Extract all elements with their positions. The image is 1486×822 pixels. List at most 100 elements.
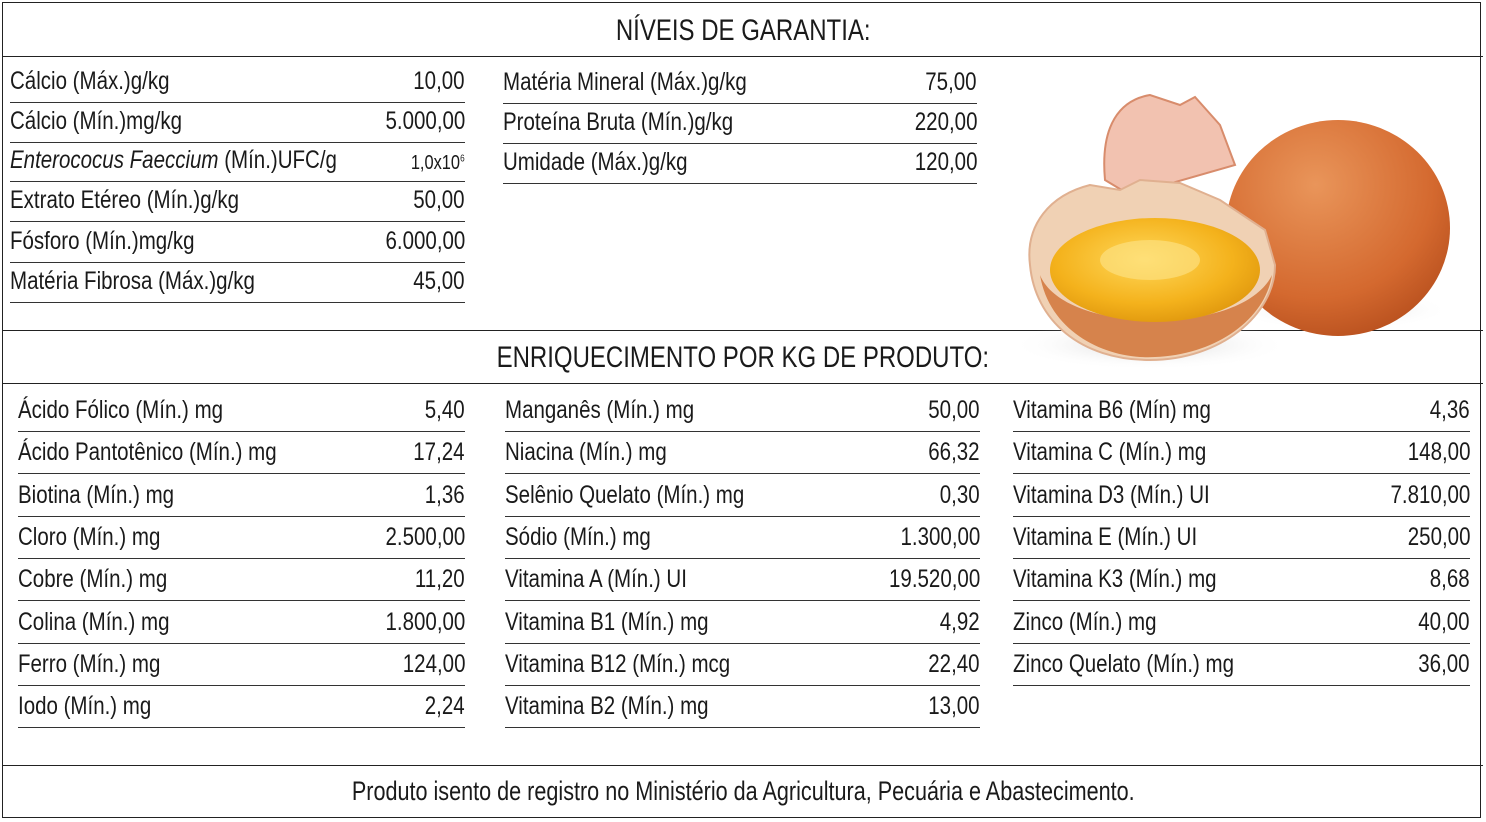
table-row: Vitamina E (Mín.) UI 250,00	[1013, 523, 1470, 559]
table-row: Ácido Fólico (Mín.) mg 5,40	[18, 396, 465, 432]
row-label: Cobre (Mín.) mg	[18, 565, 168, 594]
row-label: Vitamina A (Mín.) UI	[505, 565, 687, 594]
row-label: Vitamina B12 (Mín.) mcg	[505, 649, 731, 678]
table-row: Cloro (Mín.) mg 2.500,00	[18, 523, 465, 559]
table-row: Cálcio (Mín.)mg/kg 5.000,00	[10, 107, 465, 143]
divider	[2, 765, 1483, 766]
row-label: Cálcio (Mín.)mg/kg	[10, 107, 183, 135]
footer-note: Produto isento de registro no Ministério…	[0, 776, 1486, 807]
table-row: Vitamina B1 (Mín.) mg 4,92	[505, 608, 980, 644]
guarantee-title-text: NÍVEIS DE GARANTIA:	[615, 14, 871, 47]
row-value: 5.000,00	[385, 107, 465, 135]
row-value: 120,00	[914, 148, 977, 176]
row-label: Biotina (Mín.) mg	[18, 480, 175, 509]
table-row: Colina (Mín.) mg 1.800,00	[18, 608, 465, 644]
table-row: Iodo (Mín.) mg 2,24	[18, 692, 465, 729]
row-label: Vitamina B6 (Mín) mg	[1013, 396, 1211, 424]
row-label: Extrato Etéreo (Mín.)g/kg	[10, 186, 240, 214]
row-value: 17,24	[413, 438, 465, 467]
eggs-image	[1020, 93, 1450, 370]
table-row: Manganês (Mín.) mg 50,00	[505, 396, 980, 432]
row-label: Fósforo (Mín.)mg/kg	[10, 227, 195, 255]
row-label: Matéria Fibrosa (Máx.)g/kg	[10, 267, 255, 295]
table-row: Vitamina A (Mín.) UI 19.520,00	[505, 565, 980, 602]
row-label: Ferro (Mín.) mg	[18, 649, 161, 678]
row-value: 220,00	[914, 108, 977, 136]
row-value: 5,40	[425, 396, 465, 424]
row-label: Cloro (Mín.) mg	[18, 522, 161, 551]
divider	[2, 330, 1483, 331]
table-row: Umidade (Máx.)g/kg 120,00	[503, 148, 977, 184]
table-row: Ferro (Mín.) mg 124,00	[18, 650, 465, 686]
row-value: 1,0x106	[411, 152, 465, 175]
divider	[2, 56, 1483, 57]
row-label: Niacina (Mín.) mg	[505, 438, 667, 467]
table-row: Cobre (Mín.) mg 11,20	[18, 565, 465, 602]
table-row: Biotina (Mín.) mg 1,36	[18, 481, 465, 517]
row-value: 8,68	[1430, 565, 1470, 594]
row-label: Zinco (Mín.) mg	[1013, 607, 1157, 636]
row-label: Ácido Pantotênico (Mín.) mg	[18, 438, 277, 467]
row-value: 148,00	[1407, 438, 1470, 467]
row-label: Enterococus Faeccium (Mín.)UFC/g	[10, 146, 337, 175]
table-row: Matéria Mineral (Máx.)g/kg 75,00	[503, 68, 977, 104]
row-value: 1,36	[425, 480, 465, 509]
table-row: Selênio Quelato (Mín.) mg 0,30	[505, 481, 980, 517]
row-value: 11,20	[415, 565, 465, 594]
table-row: Matéria Fibrosa (Máx.)g/kg 45,00	[10, 267, 465, 303]
row-value: 1.300,00	[900, 522, 980, 551]
table-row: Vitamina C (Mín.) mg 148,00	[1013, 438, 1470, 475]
table-row: Proteína Bruta (Mín.)g/kg 220,00	[503, 108, 977, 144]
footer-text: Produto isento de registro no Ministério…	[351, 776, 1135, 806]
row-label: Umidade (Máx.)g/kg	[503, 148, 688, 176]
row-value: 36,00	[1418, 649, 1470, 678]
row-value: 2.500,00	[385, 522, 465, 551]
row-value: 13,00	[928, 692, 980, 721]
row-value: 50,00	[928, 396, 980, 424]
row-value: 45,00	[413, 267, 465, 295]
species-name: Enterococus Faeccium	[10, 146, 219, 174]
table-row: Cálcio (Máx.)g/kg 10,00	[10, 67, 465, 103]
row-value: 6.000,00	[385, 227, 465, 255]
row-label: Vitamina B2 (Mín.) mg	[505, 692, 709, 721]
row-label: Vitamina K3 (Mín.) mg	[1013, 565, 1217, 594]
row-value: 40,00	[1418, 607, 1470, 636]
row-value: 250,00	[1407, 522, 1470, 551]
value-exponent: 6	[460, 153, 465, 165]
enrichment-title-text: ENRIQUECIMENTO POR KG DE PRODUTO:	[496, 341, 990, 374]
row-label: Vitamina C (Mín.) mg	[1013, 438, 1207, 467]
table-row: Enterococus Faeccium (Mín.)UFC/g 1,0x106	[10, 146, 465, 182]
row-value: 4,36	[1430, 396, 1470, 424]
guarantee-title: NÍVEIS DE GARANTIA:	[0, 14, 1486, 48]
table-row: Zinco Quelato (Mín.) mg 36,00	[1013, 650, 1470, 686]
table-row: Niacina (Mín.) mg 66,32	[505, 438, 980, 475]
row-value: 2,24	[425, 692, 465, 721]
row-value: 10,00	[413, 67, 465, 95]
enrichment-title: ENRIQUECIMENTO POR KG DE PRODUTO:	[0, 341, 1486, 375]
row-value: 50,00	[413, 186, 465, 214]
value-base: 1,0x10	[411, 152, 461, 174]
table-row: Ácido Pantotênico (Mín.) mg 17,24	[18, 438, 465, 475]
table-row: Vitamina B2 (Mín.) mg 13,00	[505, 692, 980, 729]
divider	[2, 383, 1483, 384]
table-row: Vitamina D3 (Mín.) UI 7.810,00	[1013, 481, 1470, 517]
row-value: 66,32	[928, 438, 980, 467]
table-row: Zinco (Mín.) mg 40,00	[1013, 608, 1470, 644]
row-label: Sódio (Mín.) mg	[505, 522, 651, 551]
row-label: Colina (Mín.) mg	[18, 607, 170, 636]
row-label: Vitamina D3 (Mín.) UI	[1013, 480, 1210, 509]
row-value: 19.520,00	[888, 565, 980, 594]
row-value: 22,40	[928, 649, 980, 678]
row-value: 0,30	[940, 480, 980, 509]
row-label: Iodo (Mín.) mg	[18, 692, 152, 721]
row-label: Ácido Fólico (Mín.) mg	[18, 396, 224, 424]
row-label: Zinco Quelato (Mín.) mg	[1013, 649, 1235, 678]
row-label: Proteína Bruta (Mín.)g/kg	[503, 108, 734, 136]
row-value: 75,00	[925, 68, 977, 96]
table-row: Extrato Etéreo (Mín.)g/kg 50,00	[10, 186, 465, 222]
table-row: Fósforo (Mín.)mg/kg 6.000,00	[10, 227, 465, 263]
table-row: Vitamina B6 (Mín) mg 4,36	[1013, 396, 1470, 432]
table-row: Vitamina K3 (Mín.) mg 8,68	[1013, 565, 1470, 602]
row-label: Vitamina E (Mín.) UI	[1013, 522, 1198, 551]
row-value: 7.810,00	[1390, 480, 1470, 509]
